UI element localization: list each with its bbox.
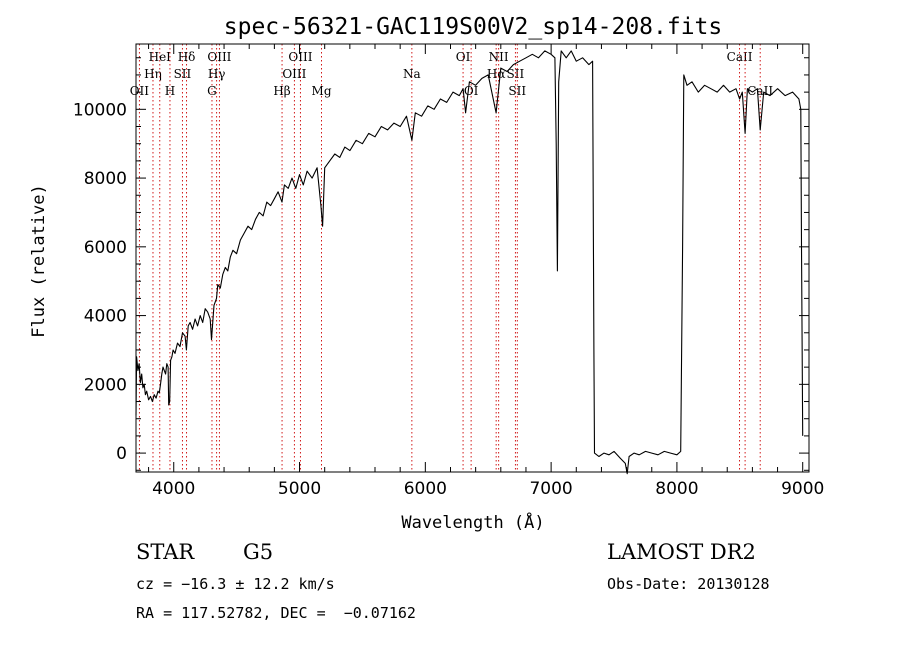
y-tick-label: 2000 bbox=[84, 375, 127, 395]
obs-date: Obs-Date: 20130128 bbox=[607, 575, 770, 593]
chart-title: spec-56321-GAC119S00V2_sp14-208.fits bbox=[224, 14, 723, 40]
x-tick-label: 7000 bbox=[529, 479, 572, 499]
x-tick-label: 4000 bbox=[152, 479, 195, 499]
spectrum-line bbox=[135, 50, 804, 475]
series-group bbox=[135, 50, 804, 475]
line-marker-label: G bbox=[207, 84, 217, 98]
line-marker-label: Hβ bbox=[273, 84, 290, 98]
line-markers: OIIHηHeIHSIIHδGHγOIIIHβOIIIOIIIMgNaOIOIH… bbox=[130, 44, 773, 472]
y-axis-label: Flux (relative) bbox=[29, 184, 49, 338]
y-tick-label: 10000 bbox=[73, 100, 127, 120]
coordinates: RA = 117.52782, DEC = −0.07162 bbox=[136, 604, 416, 622]
line-marker-label: OIII bbox=[207, 50, 231, 64]
line-marker-label: SII bbox=[174, 67, 192, 81]
plot-frame bbox=[135, 43, 810, 473]
line-marker-label: CaII bbox=[727, 50, 753, 64]
x-tick-label: 9000 bbox=[781, 479, 824, 499]
line-marker-label: OI bbox=[464, 84, 479, 98]
y-tick-label: 6000 bbox=[84, 238, 127, 258]
x-tick-label: 8000 bbox=[655, 479, 698, 499]
line-marker-label: OI bbox=[456, 50, 471, 64]
line-marker-label: SII bbox=[507, 67, 525, 81]
spectral-subclass: G5 bbox=[243, 540, 274, 564]
line-marker-label: CaII bbox=[747, 84, 773, 98]
line-marker-label: Hδ bbox=[178, 50, 196, 64]
line-marker-label: Hγ bbox=[208, 67, 226, 81]
redshift-line: cz = −16.3 ± 12.2 km/s bbox=[136, 575, 335, 593]
y-tick-label: 4000 bbox=[84, 307, 127, 327]
line-marker-label: OII bbox=[130, 84, 150, 98]
line-marker-label: SII bbox=[508, 84, 526, 98]
axis-ticks: 4000 5000 6000 7000 8000 9000 0 2000 4000 6000 800… bbox=[73, 44, 824, 499]
y-tick-label: 8000 bbox=[84, 169, 127, 189]
line-marker-label: OIII bbox=[282, 67, 306, 81]
y-tick-label: 0 bbox=[116, 444, 127, 464]
object-type: STAR bbox=[136, 540, 195, 564]
line-marker-label: OIII bbox=[288, 50, 312, 64]
line-marker-label: Na bbox=[403, 67, 421, 81]
line-marker-label: Hη bbox=[144, 67, 162, 81]
line-marker-label: H bbox=[165, 84, 175, 98]
x-tick-label: 5000 bbox=[278, 479, 321, 499]
line-marker-label: NII bbox=[489, 50, 509, 64]
line-marker-label: HeI bbox=[149, 50, 172, 64]
x-axis-label: Wavelength (Å) bbox=[401, 511, 544, 533]
x-tick-label: 6000 bbox=[404, 479, 447, 499]
line-marker-label: Mg bbox=[312, 84, 332, 98]
survey-label: LAMOST DR2 bbox=[607, 540, 756, 564]
